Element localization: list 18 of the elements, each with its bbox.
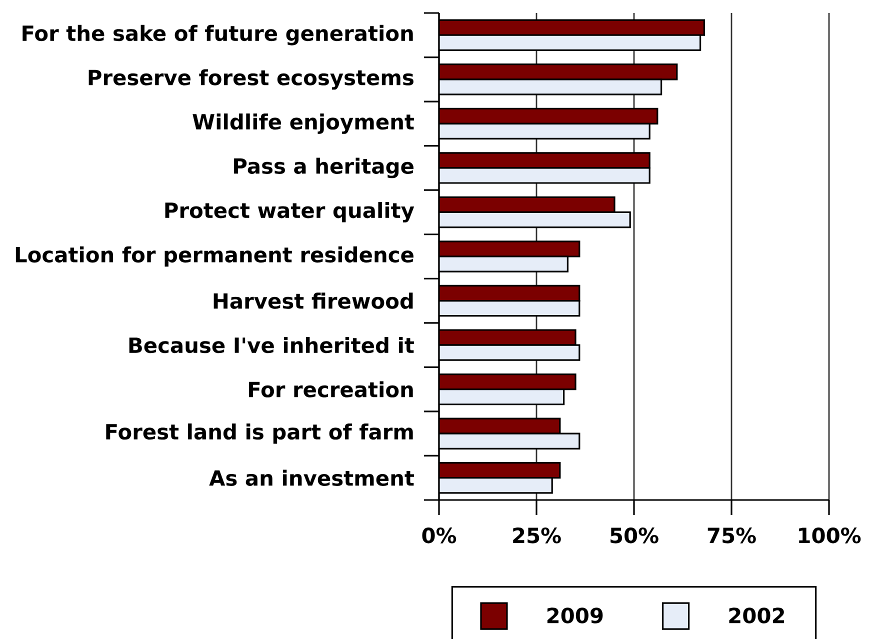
x-tick-label: 75% [708, 528, 756, 544]
x-tick-label: 25% [513, 528, 561, 544]
legend-label: 2002 [729, 608, 784, 624]
x-tick-label: 0% [422, 528, 456, 544]
y-tick-label: Wildlife enjoyment [192, 113, 414, 134]
y-tick-label: Forest land is part of farm [106, 423, 413, 444]
y-tick-label: Pass a heritage [234, 158, 414, 178]
x-tick-label: 100% [799, 528, 861, 544]
y-tick-label: Preserve forest ecosystems [88, 69, 414, 90]
y-tick-label: Harvest firewood [214, 292, 413, 309]
y-tick-label: Location for permanent residence [16, 246, 414, 267]
y-tick-label: Because I've inherited it [129, 336, 414, 354]
legend-label: 2009 [547, 608, 603, 624]
x-tick-label: 50% [610, 528, 658, 544]
y-tick-label: Protect water quality [165, 202, 414, 222]
y-tick-label: As an investment [209, 470, 414, 486]
y-tick-label: For the sake of future generation [22, 24, 413, 46]
y-tick-label: For recreation [249, 381, 413, 398]
